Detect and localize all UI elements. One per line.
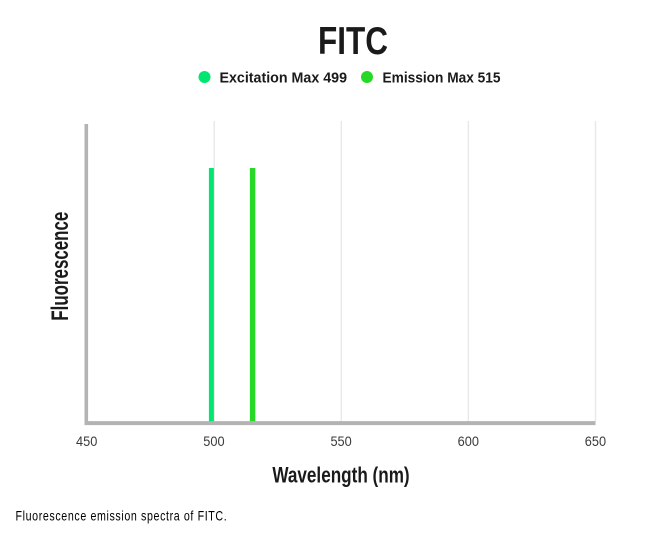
svg-text:600: 600 bbox=[458, 433, 479, 449]
svg-text:Fluorescence emission spectra: Fluorescence emission spectra of FITC. bbox=[16, 508, 228, 524]
svg-text:Fluorescence: Fluorescence bbox=[47, 212, 74, 321]
svg-text:650: 650 bbox=[585, 433, 606, 449]
svg-text:450: 450 bbox=[76, 433, 97, 449]
svg-text:FITC: FITC bbox=[318, 20, 388, 63]
svg-text:550: 550 bbox=[330, 433, 351, 449]
svg-text:Excitation Max 499: Excitation Max 499 bbox=[220, 70, 348, 87]
svg-text:500: 500 bbox=[203, 433, 224, 449]
svg-text:Emission Max 515: Emission Max 515 bbox=[383, 70, 501, 87]
svg-text:Wavelength (nm): Wavelength (nm) bbox=[272, 463, 409, 488]
